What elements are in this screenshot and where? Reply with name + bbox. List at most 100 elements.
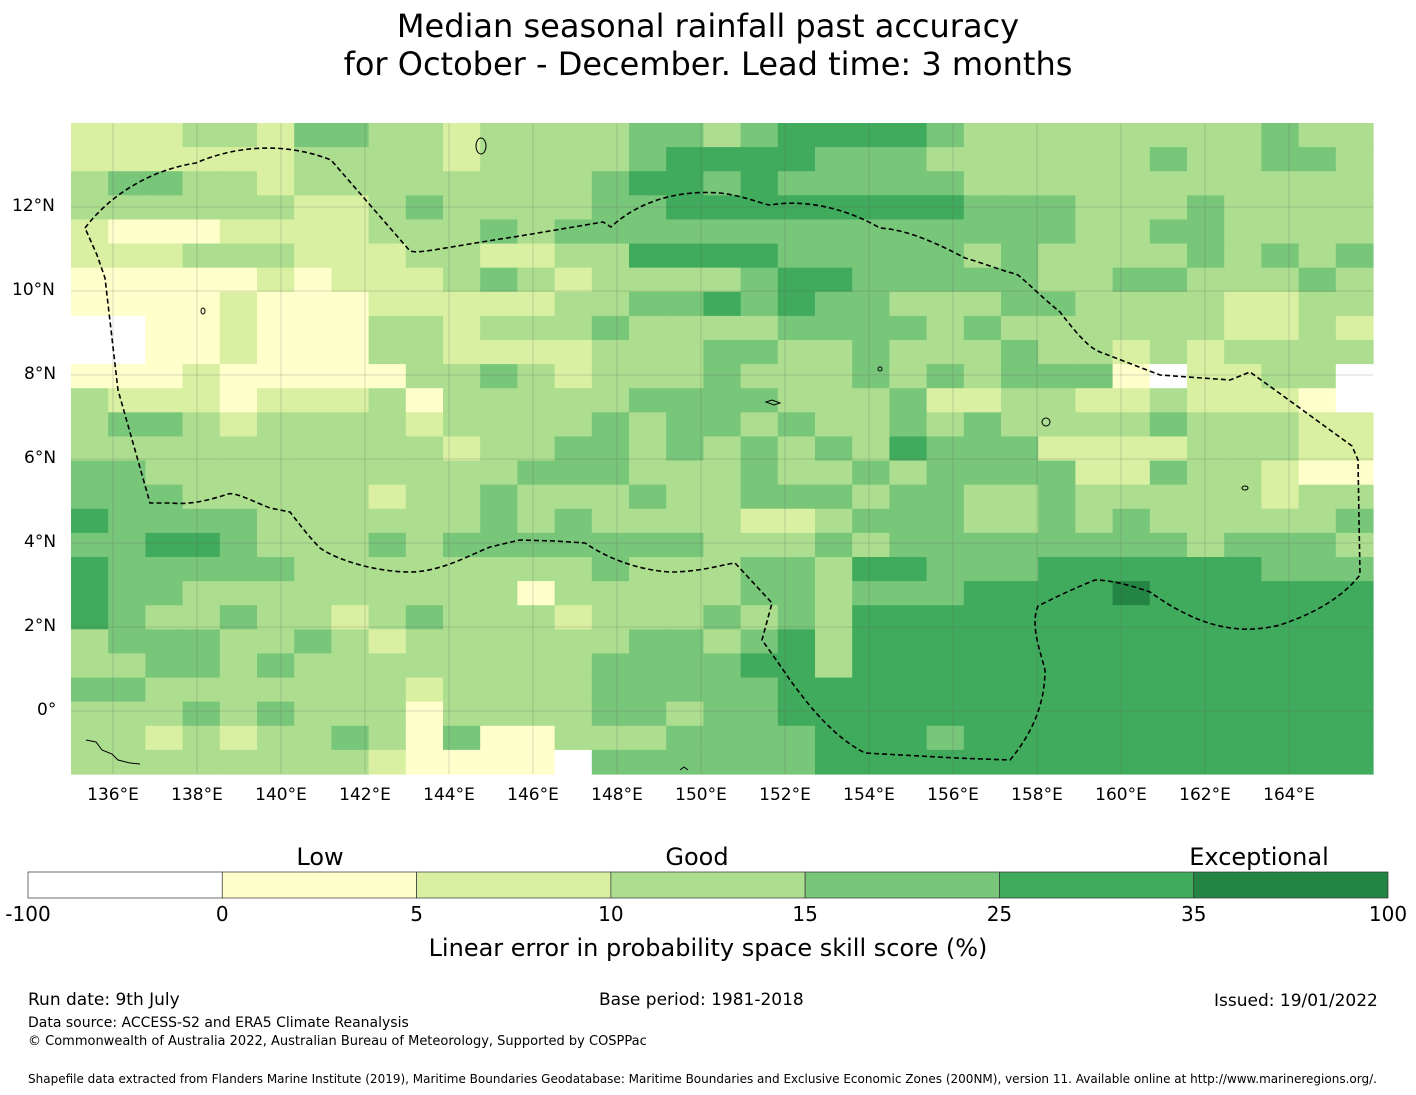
grid-cell (1001, 581, 1039, 606)
grid-cell (443, 557, 481, 582)
grid-cell (852, 315, 890, 341)
grid-cell (1335, 412, 1374, 438)
grid-cell (1038, 436, 1076, 462)
grid-cell (480, 364, 518, 389)
grid-cell (703, 653, 742, 679)
grid-cell (1149, 653, 1188, 679)
colorbar-segment (999, 871, 1195, 899)
grid-cell (777, 605, 816, 630)
grid-cell (740, 147, 779, 172)
grid-cell (1298, 388, 1337, 413)
grid-cell (554, 725, 593, 751)
grid-cell (777, 725, 816, 751)
grid-cell (1075, 219, 1114, 245)
grid-cell (145, 147, 184, 172)
grid-cell (926, 364, 965, 389)
grid-cell (703, 605, 742, 630)
grid-cell (1224, 195, 1262, 221)
grid-cell (1001, 171, 1039, 196)
grid-cell (1261, 677, 1300, 703)
grid-cell (1187, 460, 1225, 486)
grid-cell (257, 436, 295, 462)
grid-cell (1187, 532, 1225, 558)
grid-cell (219, 340, 258, 365)
grid-cell (926, 629, 965, 655)
grid-cell (1187, 340, 1225, 365)
grid-cell (554, 219, 593, 245)
grid-cell (71, 436, 109, 462)
colorbar-axis-label: Linear error in probability space skill … (428, 934, 988, 962)
grid-cell (1224, 436, 1262, 462)
grid-cell (666, 267, 704, 293)
grid-cell (368, 412, 407, 438)
grid-cell (368, 195, 407, 221)
grid-cell (108, 364, 146, 389)
grid-cell (666, 243, 704, 269)
grid-cell (182, 436, 221, 462)
grid-cell (1335, 147, 1374, 172)
grid-cell (554, 605, 593, 630)
grid-cell (480, 412, 518, 438)
grid-cell (629, 388, 667, 413)
grid-cell (629, 291, 667, 317)
grid-cell (480, 653, 518, 679)
lat-label-6n: 6°N (24, 448, 57, 468)
grid-cell (591, 460, 630, 486)
grid-cell (219, 123, 258, 148)
grid-cell (443, 291, 481, 317)
grid-cell (963, 557, 1002, 582)
grid-cell (777, 701, 816, 727)
grid-cell (1075, 677, 1114, 703)
grid-cell (815, 677, 853, 703)
grid-cell (1149, 581, 1188, 606)
grid-cell (257, 653, 295, 679)
colorbar-segment (27, 871, 223, 899)
grid-cell (740, 267, 779, 293)
grid-cell (554, 460, 593, 486)
grid-cell (443, 629, 481, 655)
grid-cell (145, 629, 184, 655)
grid-cell (182, 532, 221, 558)
grid-cell (740, 557, 779, 582)
grid-cell (1075, 388, 1114, 413)
grid-cell (1112, 195, 1151, 221)
grid-cell (480, 725, 518, 751)
grid-cell (591, 508, 630, 534)
grid-cell (554, 195, 593, 221)
grid-cell (1261, 147, 1300, 172)
grid-cell (1261, 557, 1300, 582)
grid-cell (815, 388, 853, 413)
grid-cell (889, 484, 928, 510)
grid-cell (1335, 219, 1374, 245)
grid-cell (926, 147, 965, 172)
grid-cell (331, 677, 370, 703)
grid-cell (1001, 653, 1039, 679)
grid-cell (1261, 508, 1300, 534)
grid-cell (1335, 701, 1374, 727)
grid-cell (777, 147, 816, 172)
grid-cell (1075, 436, 1114, 462)
grid-cell (1261, 195, 1300, 221)
grid-cell (1112, 653, 1151, 679)
grid-cell (331, 267, 370, 293)
grid-cell (815, 532, 853, 558)
colorbar-tick-label: -100 (5, 902, 51, 926)
grid-cell (963, 195, 1002, 221)
grid-cell (1075, 581, 1114, 606)
grid-cell (1187, 725, 1225, 751)
grid-cell (1298, 532, 1337, 558)
colorbar-tick-label: 0 (215, 902, 229, 926)
grid-cell (517, 581, 556, 606)
grid-cell (703, 412, 742, 438)
grid-cell (591, 629, 630, 655)
grid-cell (257, 557, 295, 582)
grid-cell (71, 701, 109, 727)
grid-cell (963, 171, 1002, 196)
grid-cell (294, 412, 332, 438)
grid-cell (331, 171, 370, 196)
grid-cell (1001, 532, 1039, 558)
grid-cell (71, 243, 109, 269)
grid-cell (1112, 219, 1151, 245)
grid-cell (1187, 147, 1225, 172)
island-outlines (85, 137, 1249, 771)
